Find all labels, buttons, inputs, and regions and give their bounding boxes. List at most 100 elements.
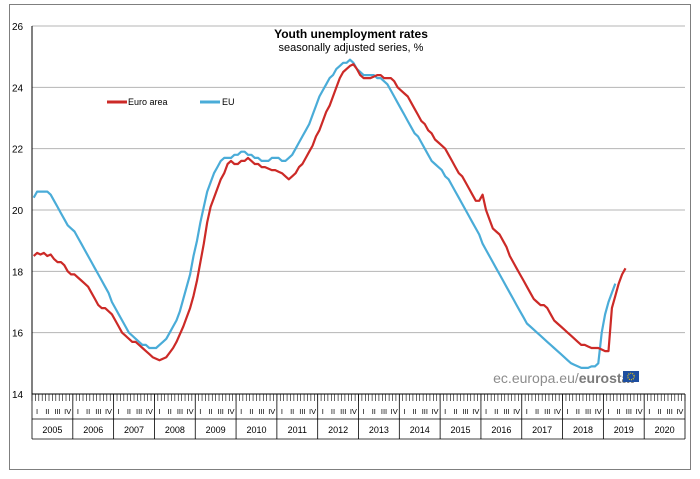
quarter-label: IV xyxy=(64,407,71,416)
quarter-label: II xyxy=(413,407,417,416)
y-tick-label: 18 xyxy=(12,267,24,278)
quarter-label: IV xyxy=(391,407,398,416)
quarter-label: II xyxy=(249,407,253,416)
quarter-label: I xyxy=(485,407,487,416)
y-tick-label: 14 xyxy=(12,390,24,401)
year-label: 2011 xyxy=(288,425,307,435)
quarter-label: IV xyxy=(309,407,316,416)
quarter-label: III xyxy=(258,407,264,416)
quarter-label: III xyxy=(667,407,673,416)
x-axis: I II III IV I II III IV I II III IV I II III IV I II III IV… xyxy=(31,393,686,440)
quarter-label: IV xyxy=(595,407,602,416)
quarter-label: I xyxy=(526,407,528,416)
quarter-label: I xyxy=(36,407,38,416)
quarter-label: IV xyxy=(431,407,438,416)
series-line-eu xyxy=(32,58,617,369)
series-lines xyxy=(32,58,627,369)
year-label: 2005 xyxy=(42,425,62,435)
quarter-label: I xyxy=(240,407,242,416)
y-tick-label: 20 xyxy=(12,206,24,217)
gridlines xyxy=(32,25,685,334)
quarter-label: II xyxy=(127,407,131,416)
quarter-label: IV xyxy=(676,407,683,416)
source-credit: ec.europa.eu/eurostat xyxy=(493,370,639,386)
legend-label-eu: EU xyxy=(222,97,235,107)
quarter-label: I xyxy=(363,407,365,416)
year-label: 2019 xyxy=(614,425,634,435)
year-label: 2016 xyxy=(491,425,511,435)
quarter-label: II xyxy=(494,407,498,416)
y-tick-label: 16 xyxy=(12,329,24,340)
quarter-label: III xyxy=(381,407,387,416)
quarter-label: III xyxy=(585,407,591,416)
quarter-label: I xyxy=(77,407,79,416)
chart-title: Youth unemployment rates xyxy=(274,27,428,41)
quarter-label: IV xyxy=(227,407,234,416)
y-tick-label: 26 xyxy=(12,22,24,33)
legend: Euro area EU xyxy=(107,97,235,107)
quarter-label: III xyxy=(136,407,142,416)
quarter-label: I xyxy=(444,407,446,416)
quarter-label: IV xyxy=(554,407,561,416)
quarter-label: IV xyxy=(268,407,275,416)
year-label: 2020 xyxy=(655,425,675,435)
quarter-label: III xyxy=(54,407,60,416)
svg-text:ec.europa.eu/eurostat: ec.europa.eu/eurostat xyxy=(493,370,634,386)
quarter-label: III xyxy=(626,407,632,416)
quarter-label: II xyxy=(290,407,294,416)
quarter-label: I xyxy=(199,407,201,416)
quarter-label: IV xyxy=(513,407,520,416)
quarter-label: IV xyxy=(636,407,643,416)
source-url: ec.europa.eu/ xyxy=(493,370,579,386)
year-label: 2009 xyxy=(206,425,226,435)
year-label: 2006 xyxy=(83,425,103,435)
quarter-label: II xyxy=(372,407,376,416)
eu-flag-icon xyxy=(623,371,639,382)
quarter-label: II xyxy=(45,407,49,416)
quarter-label: II xyxy=(86,407,90,416)
year-label: 2018 xyxy=(573,425,593,435)
year-label: 2010 xyxy=(246,425,266,435)
quarter-label: II xyxy=(535,407,539,416)
quarter-label: II xyxy=(168,407,172,416)
chart-subtitle: seasonally adjusted series, % xyxy=(279,42,424,54)
quarter-label: III xyxy=(177,407,183,416)
chart-frame: Youth unemployment rates seasonally adju… xyxy=(9,4,691,470)
legend-label-euro-area: Euro area xyxy=(128,97,168,107)
quarter-label: II xyxy=(657,407,661,416)
quarter-label: IV xyxy=(472,407,479,416)
quarter-label: III xyxy=(218,407,224,416)
quarter-label: I xyxy=(281,407,283,416)
quarter-label: III xyxy=(422,407,428,416)
year-label: 2008 xyxy=(165,425,185,435)
quarter-label: I xyxy=(567,407,569,416)
quarter-label: II xyxy=(331,407,335,416)
quarter-label: II xyxy=(617,407,621,416)
quarter-label: I xyxy=(607,407,609,416)
year-label: 2012 xyxy=(328,425,348,435)
year-label: 2014 xyxy=(410,425,430,435)
quarter-label: III xyxy=(95,407,101,416)
quarter-label: II xyxy=(453,407,457,416)
year-label: 2007 xyxy=(124,425,144,435)
quarter-label: IV xyxy=(105,407,112,416)
quarter-label: IV xyxy=(350,407,357,416)
quarter-label: I xyxy=(158,407,160,416)
y-axis: 14 16 18 20 22 24 26 xyxy=(12,22,33,401)
year-label: 2015 xyxy=(451,425,471,435)
quarter-label: IV xyxy=(146,407,153,416)
quarter-label: III xyxy=(503,407,509,416)
quarter-label: III xyxy=(299,407,305,416)
quarter-label: I xyxy=(322,407,324,416)
quarter-label: III xyxy=(340,407,346,416)
quarter-label: III xyxy=(544,407,550,416)
y-tick-label: 24 xyxy=(12,83,24,94)
quarter-label: II xyxy=(576,407,580,416)
source-brand: eurostat xyxy=(579,370,635,386)
quarter-label: I xyxy=(648,407,650,416)
y-tick-label: 22 xyxy=(12,145,24,156)
quarter-label: I xyxy=(403,407,405,416)
year-label: 2013 xyxy=(369,425,389,435)
year-label: 2017 xyxy=(532,425,552,435)
quarter-label: III xyxy=(463,407,469,416)
